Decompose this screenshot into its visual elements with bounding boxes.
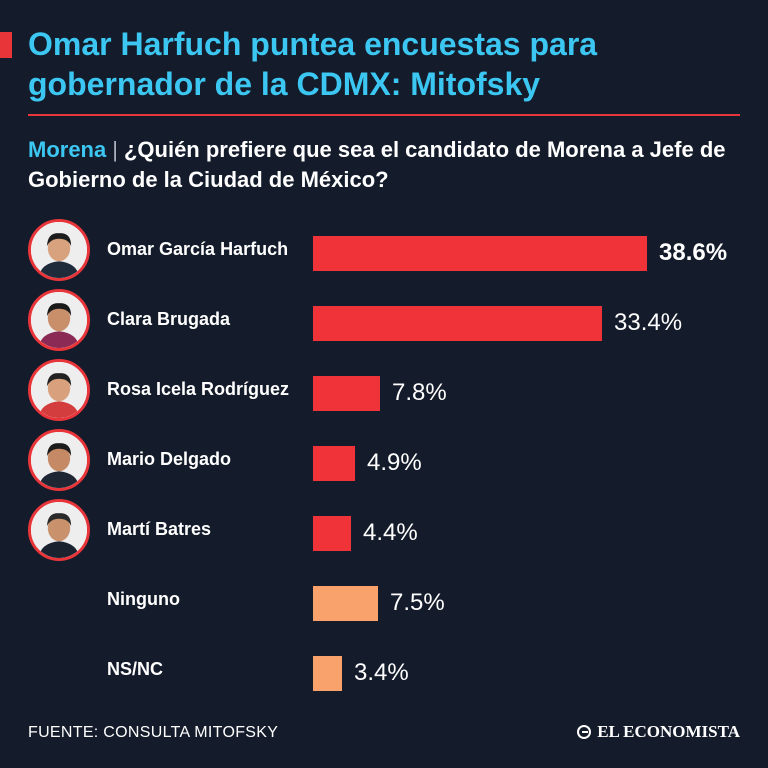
category-label: Mario Delgado: [107, 449, 232, 469]
bar: [313, 586, 378, 621]
subtitle-party-tag: Morena: [28, 137, 107, 162]
chart-row: NS/NC 3.4%: [0, 639, 768, 705]
chart-row: Mario Delgado 4.9%: [0, 429, 768, 495]
source-note: FUENTE: CONSULTA MITOFSKY: [28, 724, 279, 741]
bar: [313, 236, 647, 271]
category-label: Ninguno: [107, 589, 180, 609]
candidate-photo: [28, 289, 90, 351]
bar: [313, 446, 355, 481]
person-icon: [31, 362, 87, 418]
candidate-photo: [28, 219, 90, 281]
category-label: Omar García Harfuch: [107, 239, 289, 259]
title-accent-mark: [0, 32, 12, 58]
brand-logo: EL ECONOMISTA: [577, 722, 740, 742]
category-label: Clara Brugada: [107, 309, 231, 329]
candidate-photo: [28, 429, 90, 491]
chart-row: Ninguno 7.5%: [0, 569, 768, 635]
title-divider: [28, 114, 740, 116]
chart-row: Omar García Harfuch 38.6%: [0, 219, 768, 285]
bar: [313, 306, 602, 341]
chart-row: Clara Brugada 33.4%: [0, 289, 768, 355]
chart-title: Omar Harfuch puntea encuestas para gober…: [28, 26, 598, 102]
person-icon: [31, 502, 87, 558]
candidate-photo: [28, 359, 90, 421]
person-icon: [31, 292, 87, 348]
chart-subtitle: Morena | ¿Quién prefiere que sea el candid…: [28, 135, 748, 195]
person-icon: [31, 432, 87, 488]
value-label: 38.6%: [659, 239, 728, 266]
category-label: NS/NC: [107, 659, 164, 679]
brand-icon: [577, 725, 592, 739]
subtitle-separator: |: [112, 137, 118, 162]
value-label: 3.4%: [354, 659, 409, 686]
chart-row: Rosa Icela Rodríguez 7.8%: [0, 359, 768, 425]
value-label: 4.4%: [363, 519, 418, 546]
category-label: Rosa Icela Rodríguez: [107, 379, 290, 399]
value-label: 7.5%: [390, 589, 445, 616]
candidate-photo: [28, 499, 90, 561]
value-label: 4.9%: [367, 449, 422, 476]
subtitle-question: ¿Quién prefiere que sea el candidato de …: [28, 137, 726, 192]
bar: [313, 376, 380, 411]
bar: [313, 516, 351, 551]
chart-row: Martí Batres 4.4%: [0, 499, 768, 565]
value-label: 7.8%: [392, 379, 447, 406]
value-label: 33.4%: [614, 309, 683, 336]
category-label: Martí Batres: [107, 519, 212, 539]
person-icon: [31, 222, 87, 278]
bar: [313, 656, 342, 691]
brand-name: EL ECONOMISTA: [597, 722, 740, 741]
